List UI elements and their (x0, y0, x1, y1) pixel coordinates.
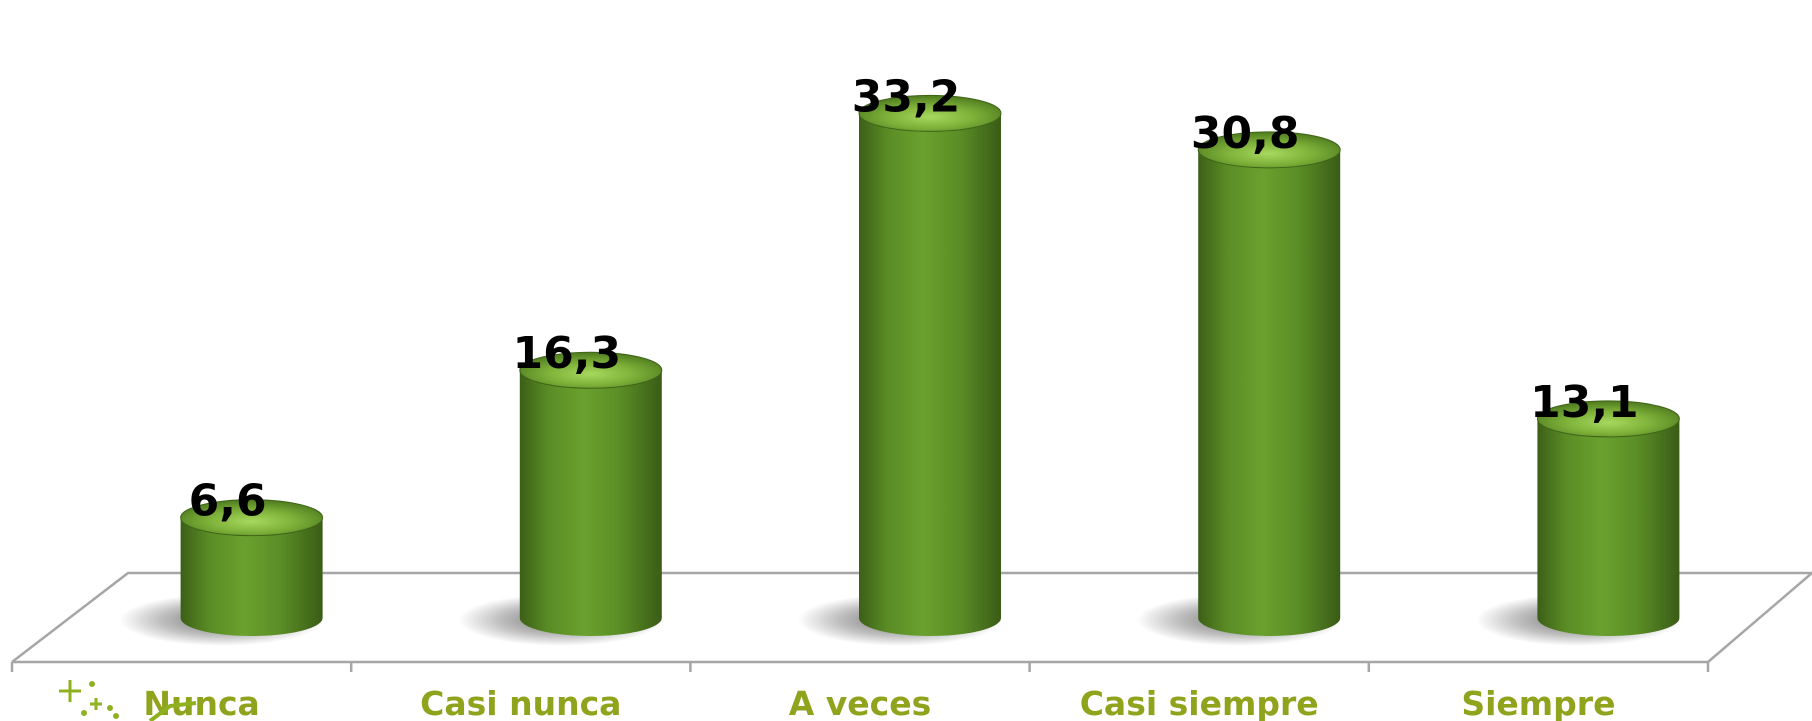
bar-body (1198, 149, 1341, 636)
bar (119, 499, 324, 646)
value-label: 33,2 (852, 71, 961, 122)
category-label: Nunca (143, 684, 259, 721)
bar-body (180, 517, 323, 636)
category-label: Siempre (1461, 684, 1615, 721)
bar-top (1536, 400, 1680, 438)
category-label: Casi siempre (1080, 684, 1319, 721)
bar (797, 94, 1003, 646)
sparkle-plus-icon (59, 680, 197, 721)
value-label: 13,1 (1530, 377, 1639, 428)
x-axis-ticks (10, 662, 1710, 672)
bar-top (1197, 131, 1341, 169)
bar (1476, 400, 1681, 646)
category-label: A veces (789, 684, 932, 721)
bar-body (859, 113, 1001, 637)
value-label: 30,8 (1191, 108, 1300, 159)
bar (458, 351, 664, 646)
bar-body (1537, 418, 1680, 636)
value-label: 16,3 (513, 328, 622, 379)
bar (1136, 131, 1342, 646)
category-label: Casi nunca (420, 684, 621, 721)
bar-body (519, 370, 662, 636)
x-axis-labels: Nunca Casi nunca A veces Casi siempre Siempr… (143, 684, 1615, 721)
bar-top (519, 351, 663, 389)
bars (119, 94, 1681, 646)
value-labels: 6,6 16,3 33,2 30,8 13,1 (189, 71, 1639, 526)
bar-top (858, 94, 1002, 132)
value-label: 6,6 (189, 476, 267, 527)
bar-top (180, 499, 324, 537)
